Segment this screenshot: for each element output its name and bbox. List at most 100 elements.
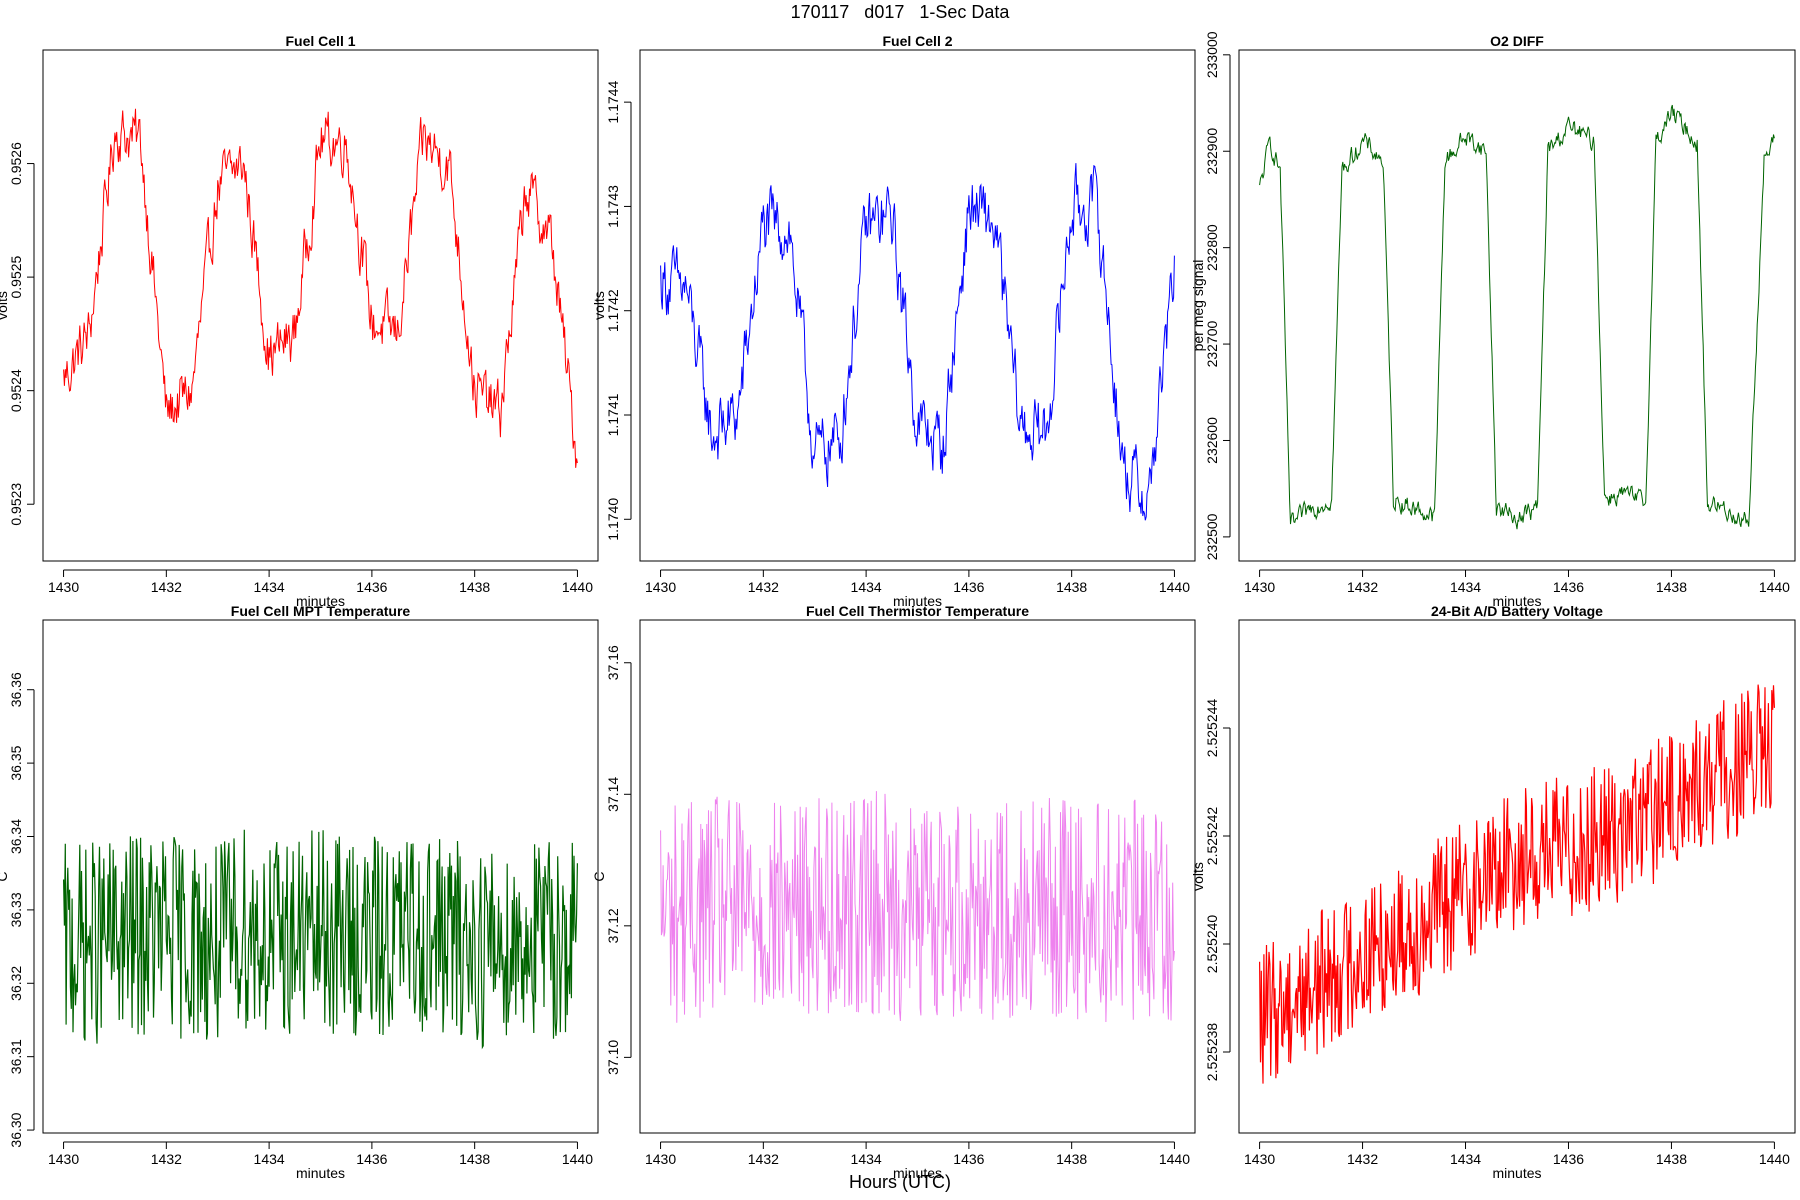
y-tick-label: 37.10 [605,1040,621,1075]
y-tick-label: 37.12 [605,908,621,943]
y-tick-label: 2.525240 [1204,915,1220,974]
chart-title: Fuel Cell 1 [285,33,355,49]
x-tick-label: 1440 [1159,1151,1190,1167]
x-tick-label: 1436 [1553,1151,1584,1167]
x-tick-label: 1440 [1759,579,1790,595]
y-axis-label: volts [591,291,607,320]
x-tick-label: 1440 [562,1151,593,1167]
x-tick-label: 1438 [1056,579,1087,595]
x-tick-label: 1436 [356,579,387,595]
y-tick-label: 2.525242 [1204,807,1220,866]
x-tick-label: 1430 [645,1151,676,1167]
y-tick-label: 1.1743 [605,185,621,228]
series-line [660,163,1175,521]
x-tick-label: 1440 [562,579,593,595]
y-tick-label: 36.32 [8,966,24,1001]
x-axis-label: minutes [1492,593,1541,609]
x-tick-label: 1436 [953,579,984,595]
y-tick-label: 36.35 [8,745,24,780]
x-tick-label: 1434 [851,579,882,595]
x-tick-label: 1436 [953,1151,984,1167]
x-tick-label: 1432 [151,1151,182,1167]
y-tick-label: 36.33 [8,892,24,927]
chart-fuel-cell-thermistor-temperature: Fuel Cell Thermistor Temperature 1430 1432… [591,603,1196,1181]
x-tick-label: 1436 [1553,579,1584,595]
y-tick-label: 0.9526 [8,142,24,185]
plot-frame [42,49,599,562]
y-tick-label: 36.31 [8,1039,24,1074]
x-tick-label: 1430 [645,579,676,595]
x-tick-label: 1434 [1450,579,1481,595]
chart-o2-diff: O2 DIFF 1430 1432 1434 1436 1438 1440 minutes 23… [1190,31,1796,609]
x-tick-label: 1432 [1347,1151,1378,1167]
y-tick-label: 232900 [1204,128,1220,175]
plot-frame [639,619,1196,1134]
y-tick-label: 1.1741 [605,393,621,436]
y-axis-label: C [0,871,10,881]
y-tick-label: 233000 [1204,31,1220,78]
y-tick-label: 36.30 [8,1112,24,1147]
y-tick-label: 232700 [1204,320,1220,367]
x-axis-label: minutes [1492,1165,1541,1181]
y-tick-label: 232600 [1204,417,1220,464]
y-tick-label: 37.14 [605,777,621,812]
y-tick-label: 1.1740 [605,498,621,541]
y-tick-label: 2.525238 [1204,1023,1220,1082]
chart-fuel-cell-mpt-temperature: Fuel Cell MPT Temperature 1430 1432 1434 143… [0,603,599,1181]
plot-frame [639,49,1196,562]
x-tick-label: 1436 [356,1151,387,1167]
y-tick-label: 36.34 [8,819,24,854]
x-tick-label: 1434 [851,1151,882,1167]
x-tick-label: 1432 [748,579,779,595]
series-line [63,108,578,468]
y-tick-label: 2.525244 [1204,699,1220,758]
x-tick-label: 1432 [151,579,182,595]
x-tick-label: 1434 [1450,1151,1481,1167]
y-tick-label: 1.1742 [605,289,621,332]
series-line [1258,684,1775,1084]
x-tick-label: 1438 [1656,1151,1687,1167]
x-axis-label: minutes [893,593,942,609]
plot-frame [1238,619,1796,1134]
chart-title: Fuel Cell 2 [882,33,952,49]
page-title: 170117 d017 1-Sec Data [790,2,1010,22]
y-tick-label: 0.9524 [8,369,24,412]
x-tick-label: 1440 [1159,579,1190,595]
y-tick-label: 0.9523 [8,483,24,526]
x-tick-label: 1434 [254,579,285,595]
y-axis-label: volts [1190,862,1206,891]
series-line [660,791,1175,1023]
y-tick-label: 232800 [1204,224,1220,271]
y-axis-label: per meg signal [1190,260,1206,352]
x-tick-label: 1430 [1244,1151,1275,1167]
x-axis-label: minutes [296,593,345,609]
x-tick-label: 1438 [459,1151,490,1167]
y-tick-label: 1.1744 [605,81,621,124]
chart-title: 24-Bit A/D Battery Voltage [1431,603,1603,619]
x-tick-label: 1430 [48,1151,79,1167]
x-tick-label: 1430 [1244,579,1275,595]
series-line [63,829,578,1050]
x-axis-label: minutes [893,1165,942,1181]
x-tick-label: 1438 [1656,579,1687,595]
plot-frame [1238,49,1796,562]
x-tick-label: 1430 [48,579,79,595]
x-tick-label: 1434 [254,1151,285,1167]
y-tick-label: 37.16 [605,645,621,680]
chart-title: Fuel Cell Thermistor Temperature [806,603,1029,619]
y-tick-label: 0.9525 [8,255,24,298]
chart-title: O2 DIFF [1490,33,1544,49]
bottom-axis-label: Hours (UTC) [849,1172,951,1192]
x-tick-label: 1432 [1347,579,1378,595]
y-axis-label: C [591,871,607,881]
x-axis-label: minutes [296,1165,345,1181]
chart-fuel-cell-2: Fuel Cell 2 1430 1432 1434 1436 1438 1440 minut… [591,33,1196,609]
x-tick-label: 1438 [459,579,490,595]
plot-frame [42,619,599,1134]
chart-battery-voltage-24bit: 24-Bit A/D Battery Voltage 1430 1432 1434 14… [1190,603,1796,1181]
chart-fuel-cell-1: Fuel Cell 1 1430 1432 1434 1436 1438 1440 minut… [0,33,599,609]
x-tick-label: 1432 [748,1151,779,1167]
x-tick-label: 1440 [1759,1151,1790,1167]
series-line [1259,104,1775,530]
